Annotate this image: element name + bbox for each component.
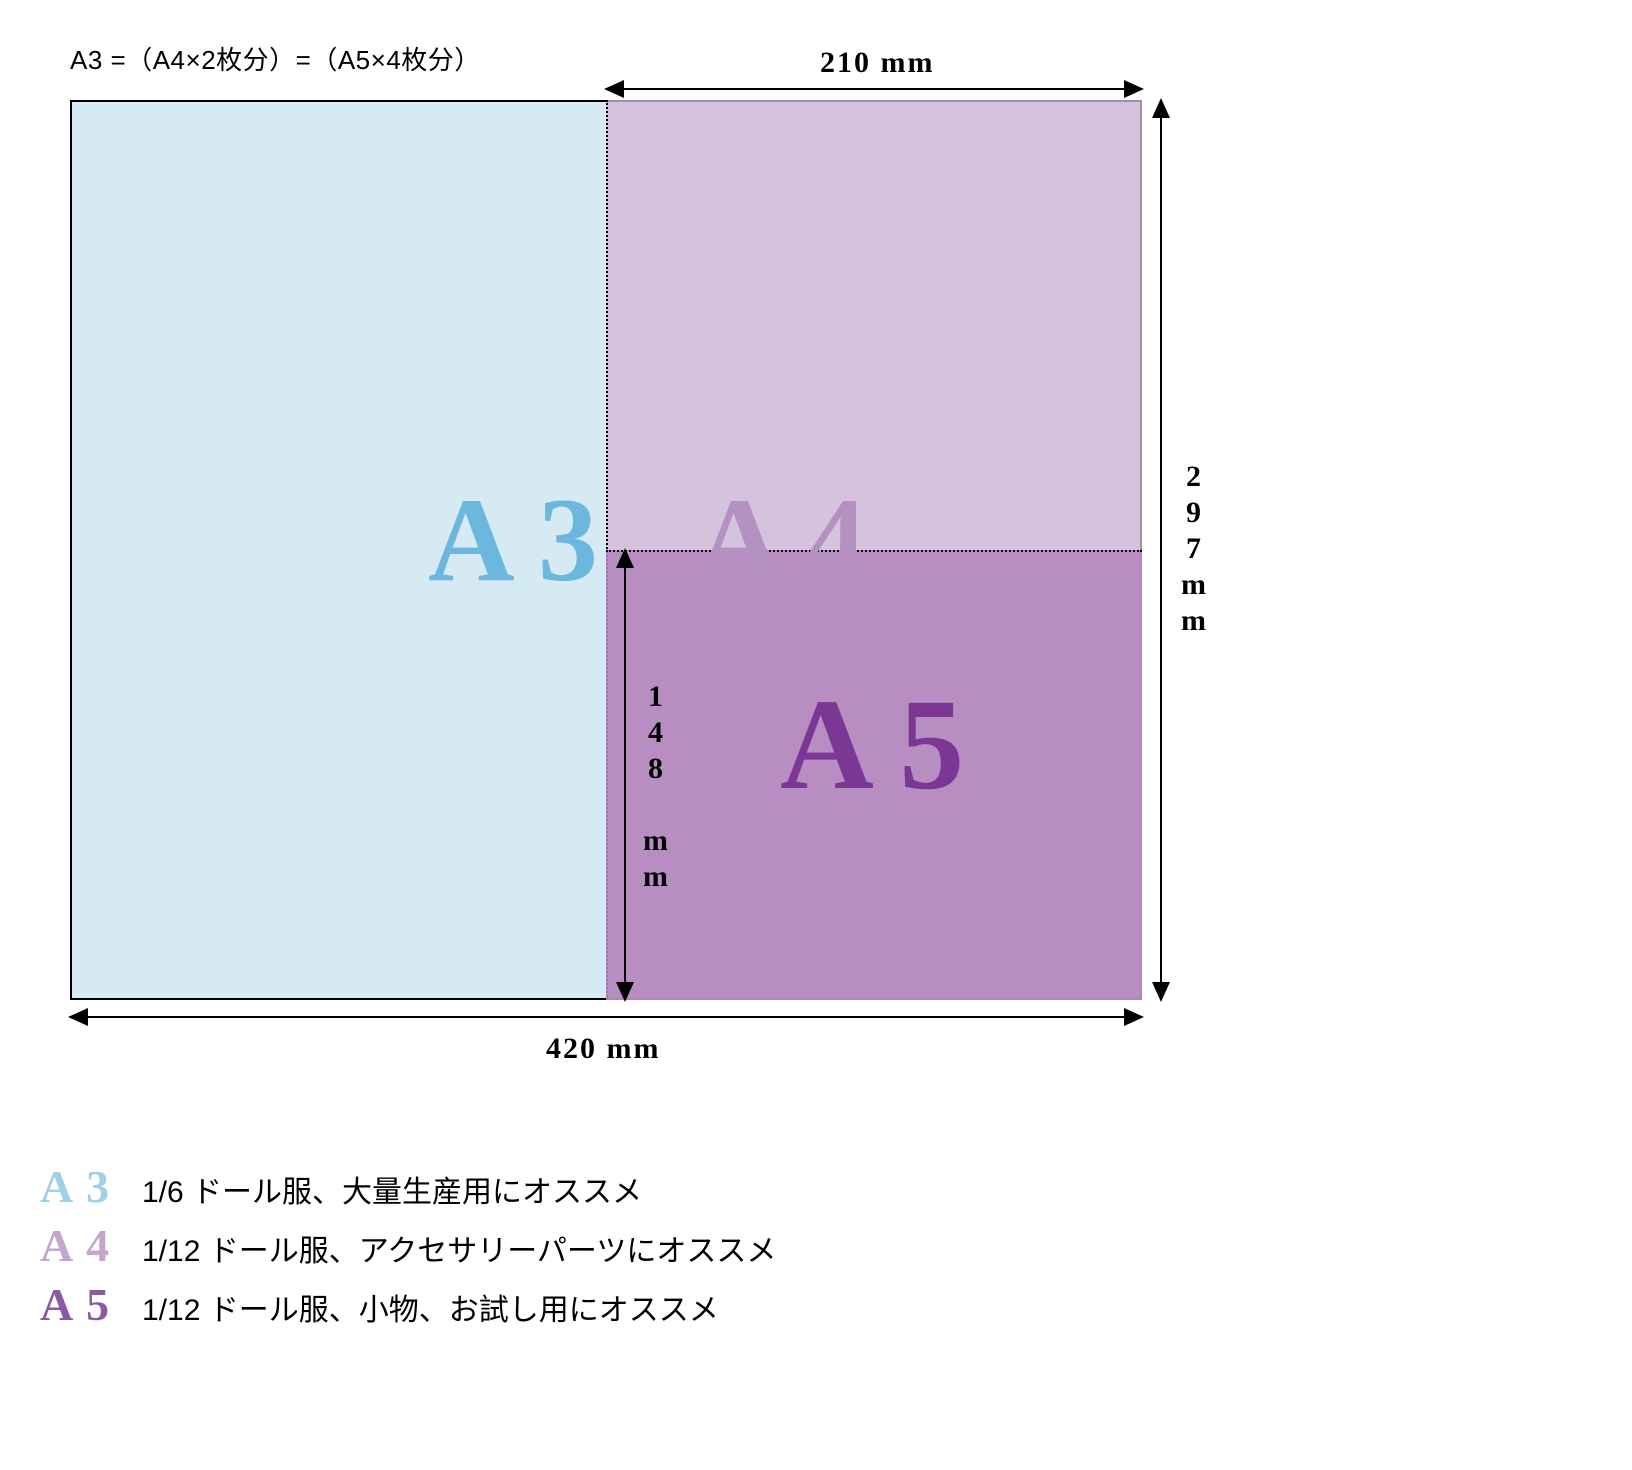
dim-a3-width: 420 mm: [546, 1032, 660, 1066]
legend-text-a4: 1/12 ドール服、アクセサリーパーツにオススメ: [142, 1226, 776, 1270]
legend-row: A 5 1/12 ドール服、小物、お試し用にオススメ: [40, 1278, 1592, 1331]
legend: A 3 1/6 ドール服、大量生産用にオススメ A 4 1/12 ドール服、アク…: [40, 1160, 1592, 1331]
dim-a3-height: 297mm: [1176, 460, 1210, 640]
arrow-a5-height: [624, 550, 626, 1000]
legend-key-a3: A 3: [40, 1160, 124, 1213]
legend-text-a3: 1/6 ドール服、大量生産用にオススメ: [142, 1167, 642, 1211]
dim-a5-height: 148 mm: [638, 680, 672, 896]
dim-a4-width: 210 mm: [820, 46, 934, 80]
legend-row: A 3 1/6 ドール服、大量生産用にオススメ: [40, 1160, 1592, 1213]
arrow-a3-height: [1160, 100, 1162, 1000]
formula-text: A3 =（A4×2枚分）=（A5×4枚分）: [70, 40, 481, 77]
legend-key-a4: A 4: [40, 1219, 124, 1272]
paper-size-diagram: A3 =（A4×2枚分）=（A5×4枚分） A 3 A 4 A 5 210 mm…: [40, 40, 1592, 1140]
arrow-a3-width: [70, 1016, 1142, 1018]
arrow-a4-width: [606, 88, 1142, 90]
legend-key-a5: A 5: [40, 1278, 124, 1331]
legend-row: A 4 1/12 ドール服、アクセサリーパーツにオススメ: [40, 1219, 1592, 1272]
legend-text-a5: 1/12 ドール服、小物、お試し用にオススメ: [142, 1285, 719, 1329]
sheet-a5: [606, 550, 1142, 1000]
